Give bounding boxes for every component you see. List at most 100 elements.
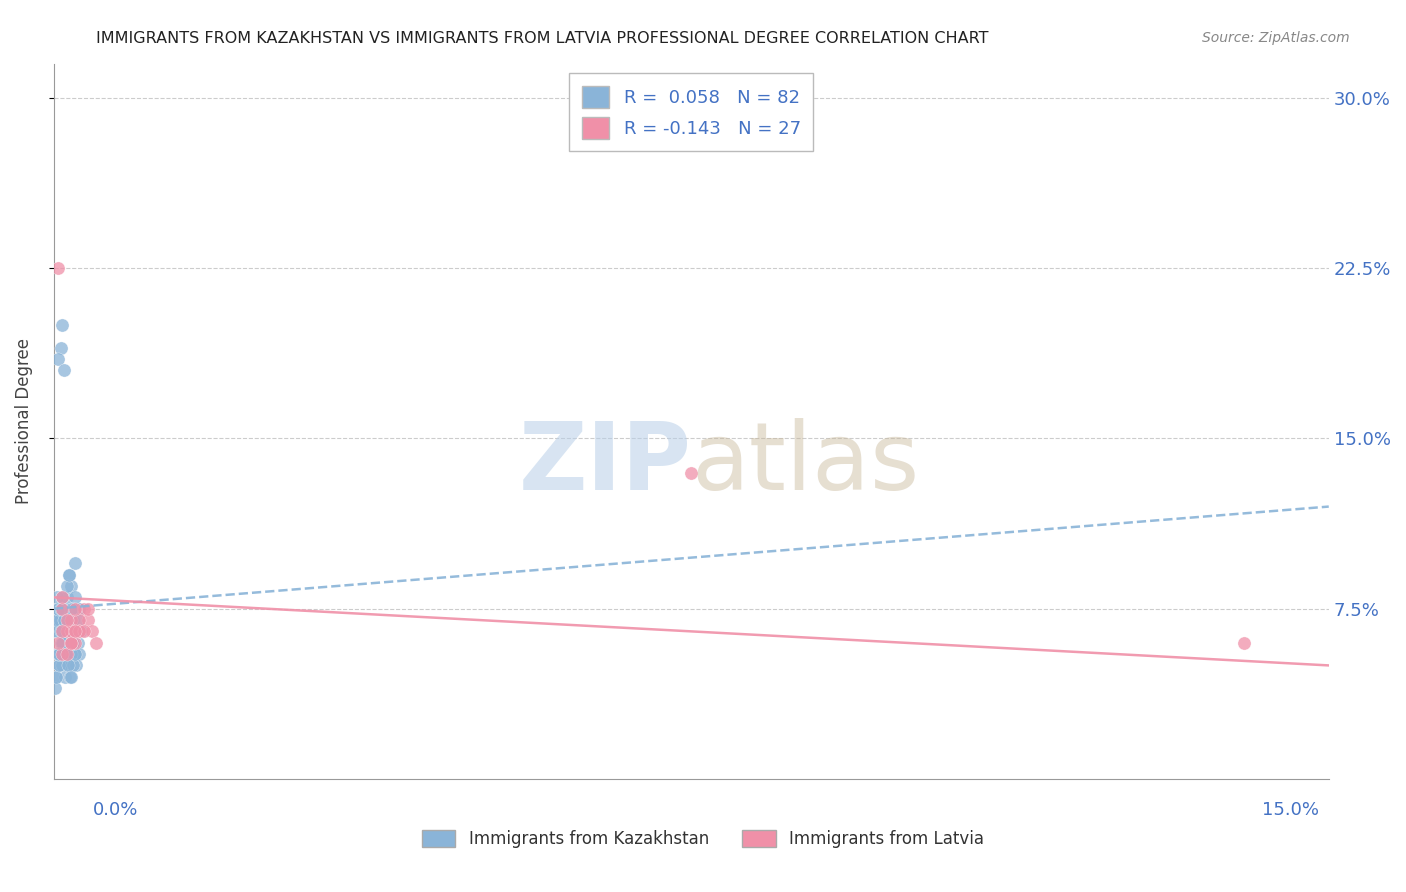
Point [51,624,73,639]
Point [44,681,66,695]
Point [55,613,77,627]
Point [48,658,70,673]
Point [1233,636,1256,650]
Point [67,624,90,639]
Point [76,601,98,615]
Point [67,601,90,615]
Point [63,591,86,605]
Point [65,624,87,639]
Point [49,613,72,627]
Point [62,658,84,673]
Point [58,567,80,582]
Point [86,636,108,650]
Point [46,647,69,661]
Point [51,658,73,673]
Text: IMMIGRANTS FROM KAZAKHSTAN VS IMMIGRANTS FROM LATVIA PROFESSIONAL DEGREE CORRELA: IMMIGRANTS FROM KAZAKHSTAN VS IMMIGRANTS… [96,31,988,46]
Point [62,624,84,639]
Point [59,636,82,650]
Point [53,636,76,650]
Point [59,624,82,639]
Point [46,613,69,627]
Y-axis label: Professional Degree: Professional Degree [15,338,32,505]
Point [63,647,86,661]
Point [59,624,82,639]
Point [51,647,73,661]
Point [49,647,72,661]
Point [67,613,90,627]
Point [46,636,69,650]
Point [58,624,80,639]
Point [49,636,72,650]
Point [62,636,84,650]
Point [58,658,80,673]
Point [58,567,80,582]
Point [59,647,82,661]
Text: Source: ZipAtlas.com: Source: ZipAtlas.com [1202,31,1350,45]
Point [66,624,89,639]
Point [67,601,90,615]
Point [55,624,77,639]
Point [46,591,69,605]
Point [51,647,73,661]
Point [55,579,77,593]
Point [46,624,69,639]
Point [56,636,79,650]
Point [53,601,76,615]
Point [59,613,82,627]
Point [53,363,76,377]
Point [49,624,72,639]
Text: 15.0%: 15.0% [1263,801,1319,819]
Point [51,591,73,605]
Point [66,636,89,650]
Point [63,601,86,615]
Point [51,636,73,650]
Point [44,624,66,639]
Point [76,613,98,627]
Point [55,647,77,661]
Point [53,613,76,627]
Legend: Immigrants from Kazakhstan, Immigrants from Latvia: Immigrants from Kazakhstan, Immigrants f… [415,823,991,855]
Point [67,624,90,639]
Point [67,613,90,627]
Point [45,670,67,684]
Point [49,601,72,615]
Point [53,647,76,661]
Point [67,624,90,639]
Point [51,636,73,650]
Point [55,591,77,605]
Point [51,601,73,615]
Point [63,557,86,571]
Point [49,341,72,355]
Point [59,636,82,650]
Point [45,670,67,684]
Point [58,613,80,627]
Point [59,670,82,684]
Point [55,624,77,639]
Point [70,624,93,639]
Point [45,613,67,627]
Point [59,636,82,650]
Point [59,624,82,639]
Point [62,613,84,627]
Point [46,261,69,276]
Point [72,624,94,639]
Point [59,579,82,593]
Point [52,636,75,650]
Point [67,647,90,661]
Point [63,624,86,639]
Point [59,601,82,615]
Point [51,647,73,661]
Point [44,601,66,615]
Point [62,636,84,650]
Text: 0.0%: 0.0% [93,801,138,819]
Point [80,624,103,639]
Point [48,647,70,661]
Point [48,658,70,673]
Point [46,601,69,615]
Point [681,466,703,480]
Point [55,647,77,661]
Point [63,647,86,661]
Point [63,636,86,650]
Text: atlas: atlas [692,418,920,510]
Point [55,613,77,627]
